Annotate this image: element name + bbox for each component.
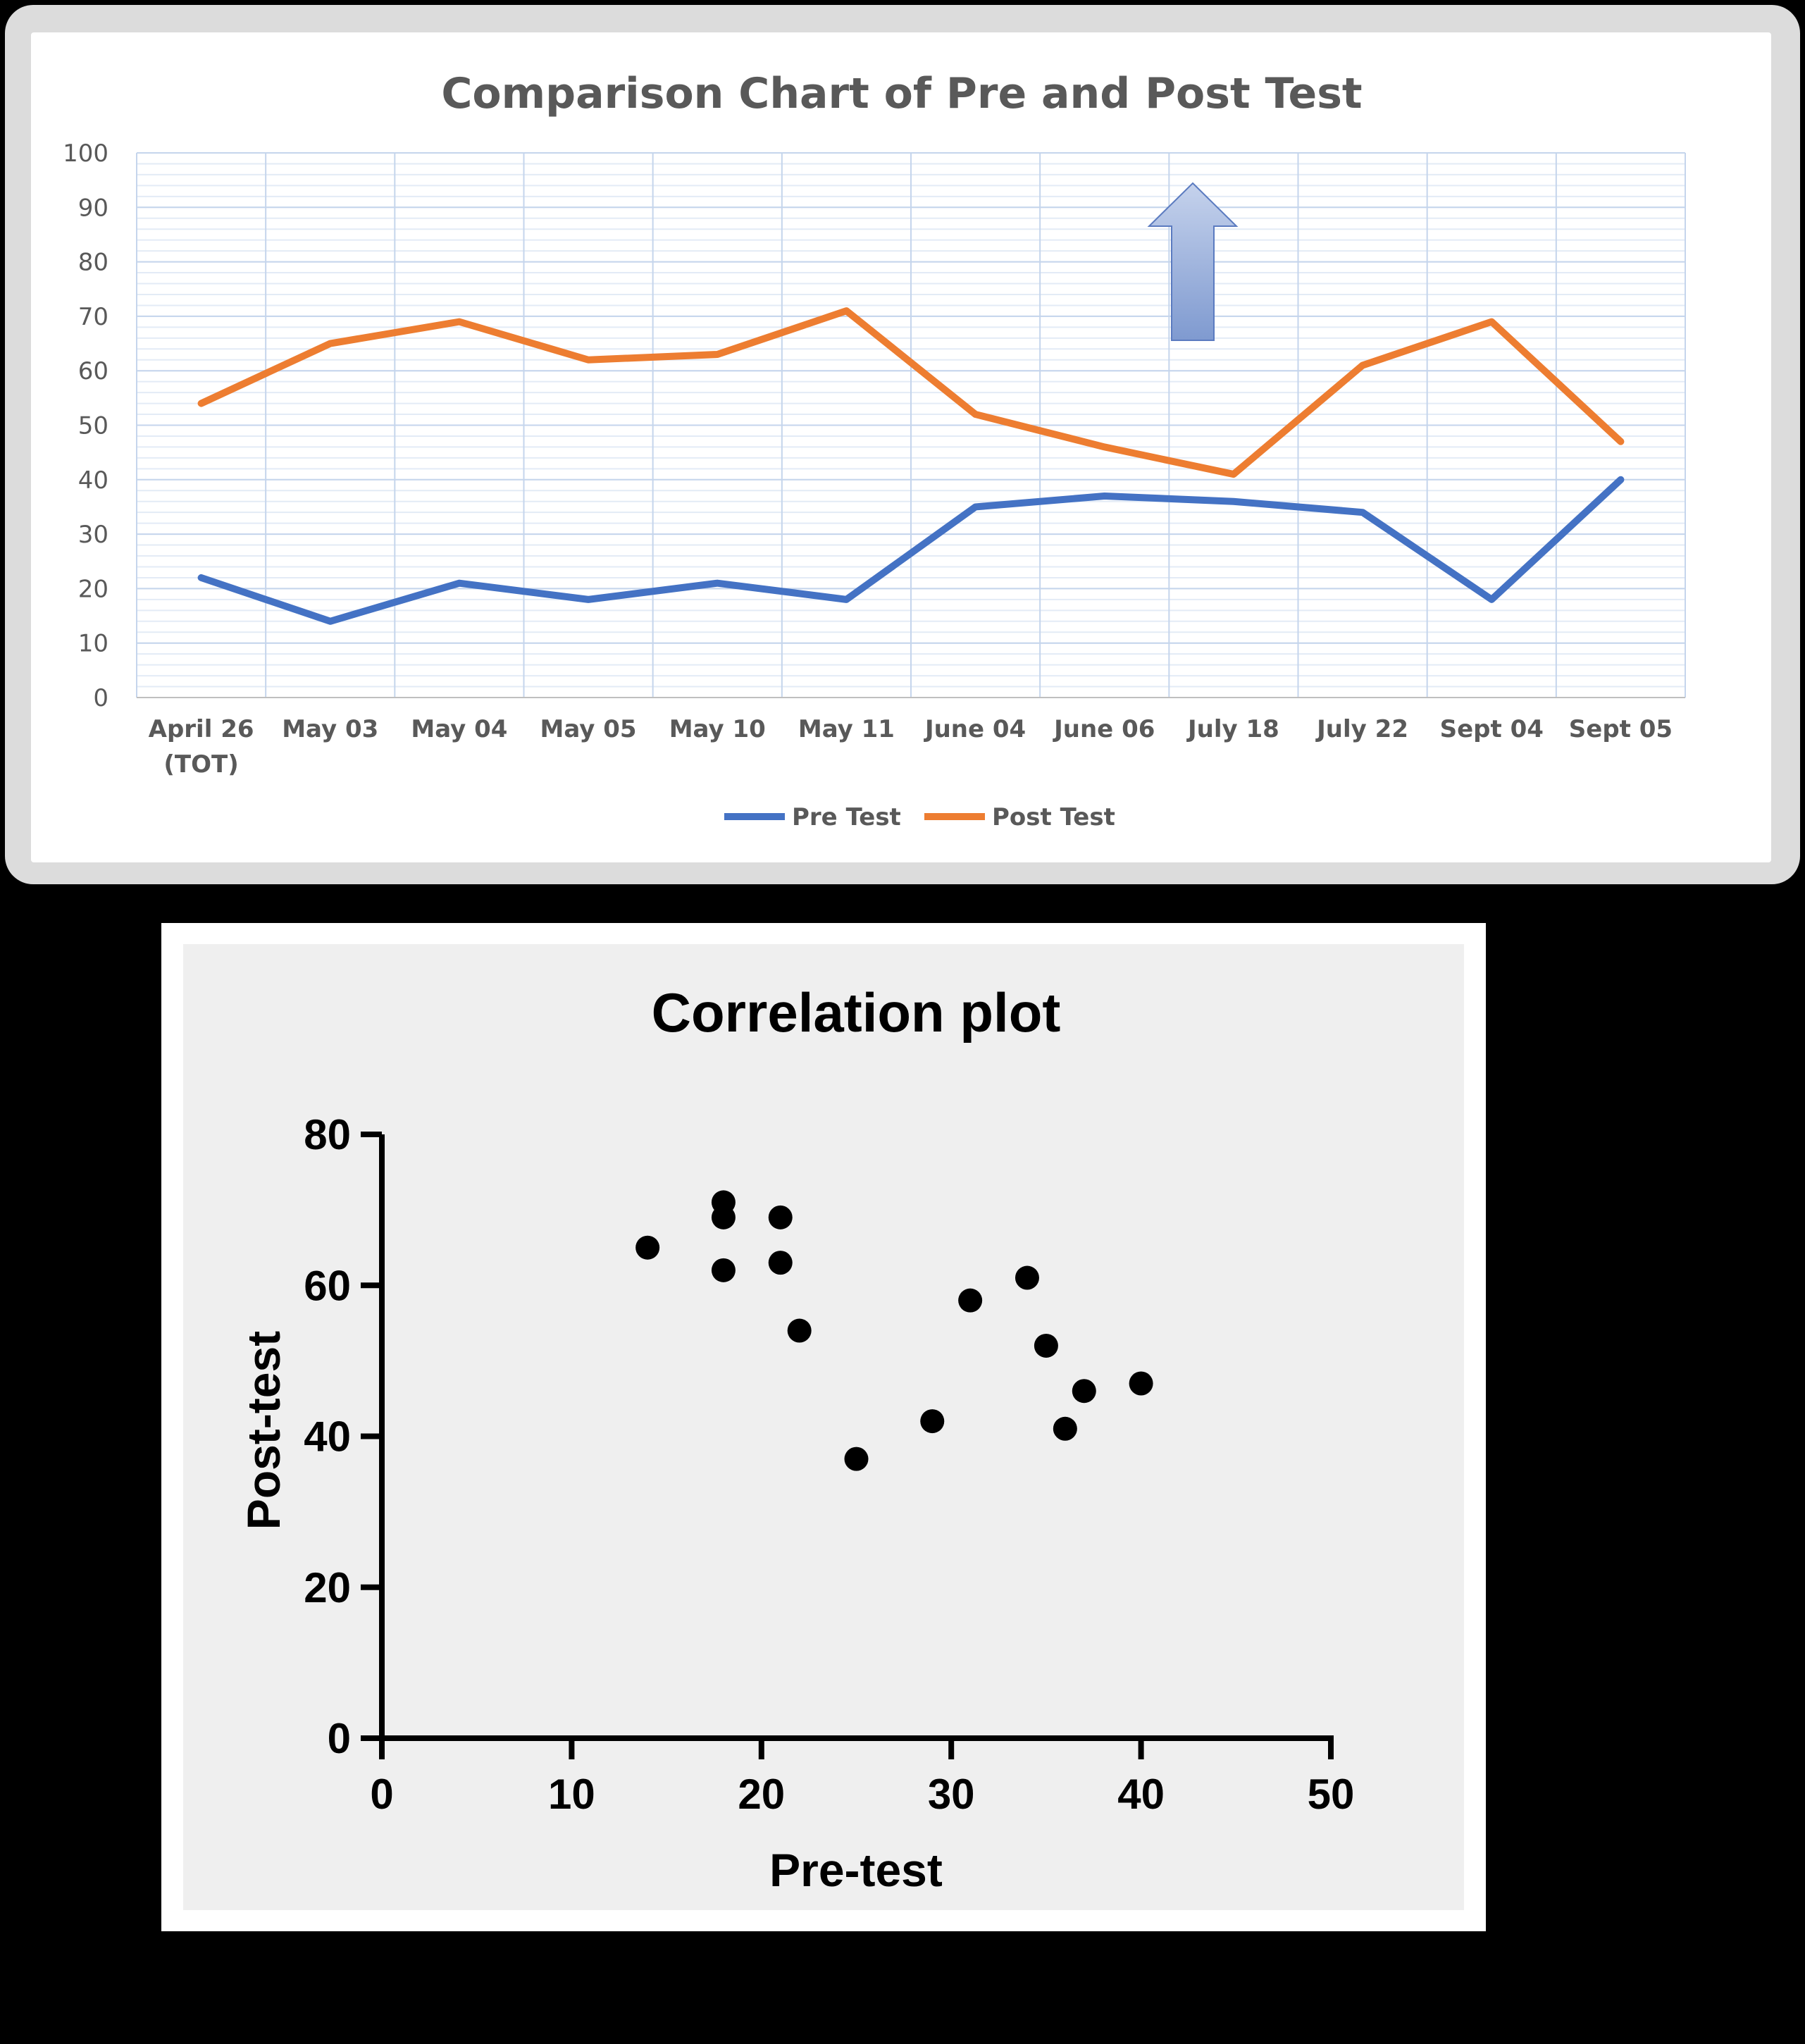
line-chart-y-axis: 0 10 20 30 40 50 60 70 80 90 100 xyxy=(63,140,108,712)
scatter-x-axis-label: Pre-test xyxy=(769,1844,943,1896)
comparison-line-chart: Comparison Chart of Pre and Post Test 0 1… xyxy=(63,69,1686,831)
y-tick-label: 50 xyxy=(78,412,108,440)
legend-label: Pre Test xyxy=(792,803,901,831)
y-tick-label: 60 xyxy=(78,357,108,385)
scatter-chart-panel: Correlation plot 0 20 40 60 80 0 10 20 30 40 50 Pr… xyxy=(183,944,1464,1910)
y-tick-label: 20 xyxy=(78,575,108,603)
y-tick-label: 0 xyxy=(93,684,108,712)
scatter-point xyxy=(1129,1371,1153,1396)
x-tick-label: May 10 xyxy=(669,715,766,743)
line-chart-series xyxy=(197,307,1625,625)
legend-label: Post Test xyxy=(992,803,1115,831)
x-tick-label: June 06 xyxy=(1053,715,1155,743)
x-tick-label: July 22 xyxy=(1315,715,1408,743)
scatter-chart-title: Correlation plot xyxy=(652,981,1061,1043)
y-tick-label: 20 xyxy=(304,1564,351,1611)
correlation-scatter-plot: Correlation plot 0 20 40 60 80 0 10 20 30 40 50 Pr… xyxy=(237,981,1354,1896)
x-tick-label: April 26 xyxy=(149,715,254,743)
scatter-point xyxy=(1053,1416,1077,1441)
x-tick-label: May 04 xyxy=(411,715,507,743)
x-tick-label: May 11 xyxy=(798,715,895,743)
x-tick-label: 30 xyxy=(928,1771,975,1818)
scatter-chart-points xyxy=(635,1190,1153,1471)
scatter-y-axis-label: Post-test xyxy=(237,1331,290,1530)
scatter-point xyxy=(711,1258,736,1282)
line-chart-grid xyxy=(136,152,1686,698)
scatter-point xyxy=(1034,1333,1058,1358)
y-tick-label: 70 xyxy=(78,303,108,331)
x-tick-label: 0 xyxy=(370,1771,393,1818)
x-tick-label: (TOT) xyxy=(163,750,238,779)
y-tick-label: 30 xyxy=(78,521,108,549)
scatter-point xyxy=(958,1288,983,1313)
x-tick-label: June 04 xyxy=(924,715,1026,743)
scatter-point xyxy=(1072,1379,1096,1404)
y-tick-label: 40 xyxy=(304,1413,351,1461)
y-tick-label: 60 xyxy=(304,1262,351,1309)
x-tick-label: 40 xyxy=(1117,1771,1165,1818)
scatter-point xyxy=(768,1251,793,1275)
x-tick-label: May 05 xyxy=(540,715,637,743)
x-tick-label: 50 xyxy=(1308,1771,1355,1818)
scatter-point xyxy=(768,1205,793,1230)
scatter-point xyxy=(1015,1265,1039,1290)
x-tick-label: Sept 05 xyxy=(1569,715,1673,743)
scatter-point xyxy=(920,1409,945,1434)
line-chart-x-axis: April 26 (TOT) May 03 May 04 May 05 May 10 May… xyxy=(149,715,1673,779)
y-tick-label: 90 xyxy=(78,194,108,222)
scatter-point xyxy=(844,1447,869,1471)
series-line-pre-test xyxy=(197,476,1625,625)
line-chart-card: Comparison Chart of Pre and Post Test 0 1… xyxy=(5,5,1800,884)
x-tick-label: May 03 xyxy=(282,715,378,743)
line-chart-legend: Pre Test Post Test xyxy=(724,803,1115,831)
series-line-post-test xyxy=(197,307,1625,478)
up-arrow-icon xyxy=(1147,182,1239,341)
y-tick-label: 100 xyxy=(63,140,108,168)
line-chart-title: Comparison Chart of Pre and Post Test xyxy=(441,69,1362,118)
scatter-point xyxy=(711,1205,736,1230)
x-tick-label: Sept 04 xyxy=(1440,715,1544,743)
y-tick-label: 0 xyxy=(328,1715,351,1762)
y-tick-label: 10 xyxy=(78,630,108,658)
scatter-point xyxy=(635,1235,660,1260)
scatter-point xyxy=(787,1318,812,1343)
x-tick-label: July 18 xyxy=(1186,715,1279,743)
scatter-chart-axes: 0 20 40 60 80 0 10 20 30 40 50 xyxy=(304,1111,1354,1818)
x-tick-label: 20 xyxy=(738,1771,785,1818)
y-tick-label: 80 xyxy=(78,249,108,277)
y-tick-label: 80 xyxy=(304,1111,351,1158)
x-tick-label: 10 xyxy=(548,1771,595,1818)
line-chart-panel: Comparison Chart of Pre and Post Test 0 1… xyxy=(31,32,1771,862)
scatter-chart-card: Correlation plot 0 20 40 60 80 0 10 20 30 40 50 Pr… xyxy=(161,923,1486,1931)
y-tick-label: 40 xyxy=(78,466,108,495)
